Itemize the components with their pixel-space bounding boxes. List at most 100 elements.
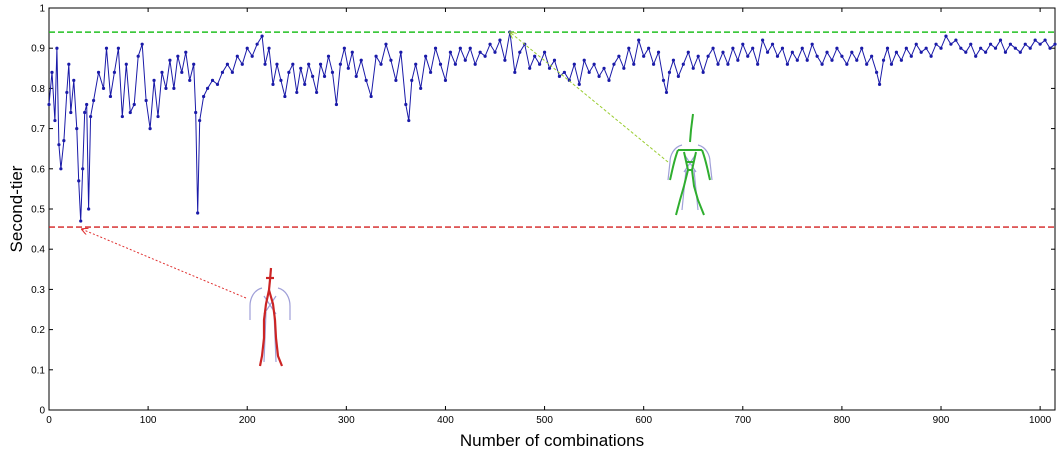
data-point — [840, 54, 844, 58]
data-point — [998, 38, 1003, 42]
data-point — [384, 42, 388, 46]
data-point — [1003, 50, 1008, 54]
data-point — [552, 58, 557, 62]
x-tick-label: 400 — [437, 415, 454, 426]
y-tick-label: 0.9 — [31, 44, 45, 55]
data-point — [478, 50, 482, 54]
x-tick-label: 100 — [140, 415, 157, 426]
data-point — [453, 62, 457, 66]
data-point — [160, 70, 164, 74]
data-point — [458, 46, 462, 50]
data-point — [473, 62, 477, 66]
data-point — [607, 78, 611, 82]
green-skeleton-figure — [667, 113, 713, 216]
data-point — [855, 58, 859, 62]
data-point — [59, 167, 63, 171]
data-point — [65, 90, 69, 95]
data-point — [101, 86, 106, 90]
data-point — [438, 62, 443, 66]
data-point — [330, 70, 335, 74]
data-point — [974, 54, 978, 58]
data-point — [632, 62, 636, 66]
data-point — [307, 62, 311, 66]
data-point — [180, 70, 184, 74]
data-point — [696, 54, 700, 58]
data-point — [192, 62, 196, 66]
data-point — [914, 42, 918, 46]
data-point — [326, 54, 331, 58]
data-point — [85, 102, 89, 107]
data-point — [597, 74, 601, 78]
data-point — [287, 70, 291, 74]
data-point — [518, 50, 522, 54]
data-point — [647, 46, 651, 50]
x-tick-label: 700 — [734, 415, 751, 426]
data-point — [661, 78, 666, 82]
data-point — [443, 78, 448, 82]
data-point — [850, 50, 854, 54]
data-point — [156, 114, 160, 119]
data-point — [498, 38, 502, 42]
data-point — [765, 50, 770, 54]
data-point — [656, 50, 661, 54]
data-point — [50, 70, 54, 74]
data-point — [184, 50, 188, 54]
data-point — [295, 90, 299, 95]
data-point — [741, 42, 745, 46]
data-point — [969, 42, 973, 46]
data-point — [488, 42, 492, 46]
data-point — [283, 94, 287, 99]
data-point — [592, 62, 596, 66]
data-point — [572, 62, 576, 66]
data-point — [577, 82, 581, 86]
data-point — [874, 70, 879, 74]
data-point — [414, 62, 418, 66]
annotation-arrow — [510, 32, 669, 163]
data-point — [622, 66, 626, 70]
data-point — [964, 50, 968, 54]
data-point — [69, 110, 73, 115]
data-point — [374, 54, 378, 58]
data-point — [790, 50, 794, 54]
data-point — [92, 98, 96, 103]
data-point — [533, 54, 537, 58]
data-point — [686, 50, 690, 54]
data-point — [929, 54, 933, 58]
data-point — [448, 50, 453, 54]
data-point — [369, 94, 373, 99]
annotation-arrow — [82, 229, 247, 299]
data-point — [271, 82, 275, 86]
data-point — [1028, 46, 1032, 50]
x-axis-ticks: 0 100 200 300 400 500 600 700 800 900 1000 — [46, 8, 1052, 426]
data-point — [104, 46, 109, 50]
data-point — [128, 110, 132, 115]
data-point — [350, 50, 354, 54]
data-point — [172, 86, 176, 90]
data-point — [407, 118, 411, 123]
data-point — [322, 74, 327, 78]
data-point — [835, 46, 839, 50]
data-point — [291, 62, 295, 66]
data-point — [825, 50, 829, 54]
data-point — [909, 54, 913, 58]
series-layer — [47, 30, 1057, 223]
data-point — [260, 34, 264, 38]
data-point — [96, 70, 101, 74]
data-point — [612, 62, 616, 66]
data-point — [746, 54, 750, 58]
data-point — [255, 42, 259, 46]
data-point — [116, 46, 120, 50]
data-point — [711, 46, 715, 50]
data-point — [954, 38, 958, 42]
x-tick-label: 0 — [46, 415, 52, 426]
data-point — [47, 102, 51, 107]
data-point — [342, 46, 346, 50]
data-point — [279, 78, 283, 82]
data-point — [904, 46, 908, 50]
data-point — [1038, 42, 1042, 46]
data-point — [542, 50, 547, 54]
data-point — [979, 46, 983, 50]
annotation-layer — [82, 32, 669, 299]
data-point — [800, 46, 804, 50]
data-point — [79, 219, 83, 223]
